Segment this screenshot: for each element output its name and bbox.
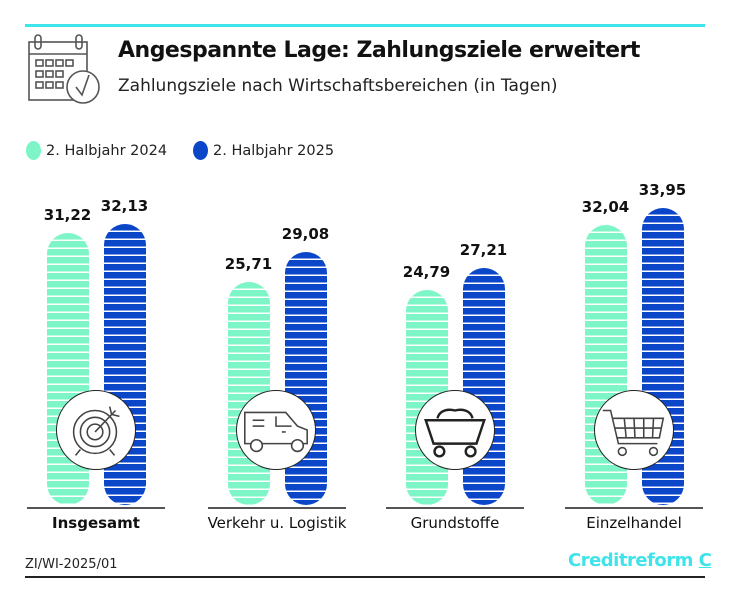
chart-subtitle: Zahlungsziele nach Wirtschaftsbereichen … <box>118 76 558 96</box>
category-label: Grundstoffe <box>410 514 500 532</box>
bar-2025 <box>462 268 505 505</box>
legend-item-2025: 2. Halbjahr 2025 <box>193 141 334 160</box>
legend-label: 2. Halbjahr 2025 <box>213 142 335 159</box>
coal-cart-icon <box>415 390 495 470</box>
legend-swatch <box>26 141 41 160</box>
footer-divider <box>25 576 705 578</box>
target-icon <box>56 390 136 470</box>
legend-label: 2. Halbjahr 2024 <box>46 142 168 159</box>
category-label: Insgesamt <box>52 514 140 532</box>
source-code: ZI/WI-2025/01 <box>25 557 118 572</box>
logo-text: Creditreform <box>568 550 693 571</box>
baseline <box>565 507 703 509</box>
data-label: 33,95 <box>638 181 687 200</box>
data-label: 29,08 <box>281 224 330 243</box>
data-label: 31,22 <box>43 205 92 224</box>
baseline <box>208 507 346 509</box>
data-label: 25,71 <box>224 254 273 273</box>
legend-item-2024: 2. Halbjahr 2024 <box>26 141 167 160</box>
legend-swatch <box>193 141 208 160</box>
baseline <box>27 507 165 509</box>
creditreform-logo: Creditreform C <box>568 550 712 571</box>
category-label: Verkehr u. Logistik <box>207 514 347 532</box>
data-label: 24,79 <box>402 263 451 282</box>
data-label: 32,04 <box>581 198 630 217</box>
top-accent-bar <box>25 24 705 27</box>
van-icon <box>236 390 316 470</box>
data-label: 27,21 <box>459 241 508 260</box>
calendar-check-icon <box>28 34 100 104</box>
baseline <box>386 507 524 509</box>
chart-title: Angespannte Lage: Zahlungsziele erweiter… <box>118 38 640 63</box>
shopping-cart-icon <box>594 390 674 470</box>
data-label: 32,13 <box>100 197 149 216</box>
category-label: Einzelhandel <box>586 514 682 532</box>
